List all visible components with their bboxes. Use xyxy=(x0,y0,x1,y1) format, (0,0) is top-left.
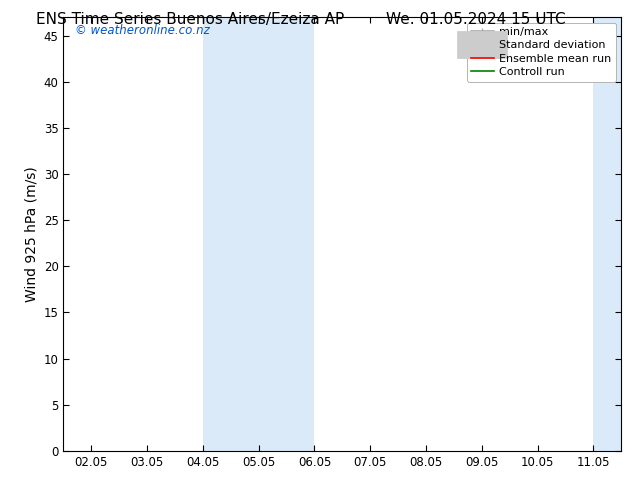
Bar xyxy=(203,17,259,451)
Text: We. 01.05.2024 15 UTC: We. 01.05.2024 15 UTC xyxy=(385,12,566,27)
Bar xyxy=(259,17,314,451)
Bar xyxy=(593,17,621,451)
Bar xyxy=(621,17,634,451)
Text: © weatheronline.co.nz: © weatheronline.co.nz xyxy=(75,24,209,37)
Text: ENS Time Series Buenos Aires/Ezeiza AP: ENS Time Series Buenos Aires/Ezeiza AP xyxy=(36,12,344,27)
Y-axis label: Wind 925 hPa (m/s): Wind 925 hPa (m/s) xyxy=(24,166,38,302)
Legend: min/max, Standard deviation, Ensemble mean run, Controll run: min/max, Standard deviation, Ensemble me… xyxy=(467,23,616,82)
